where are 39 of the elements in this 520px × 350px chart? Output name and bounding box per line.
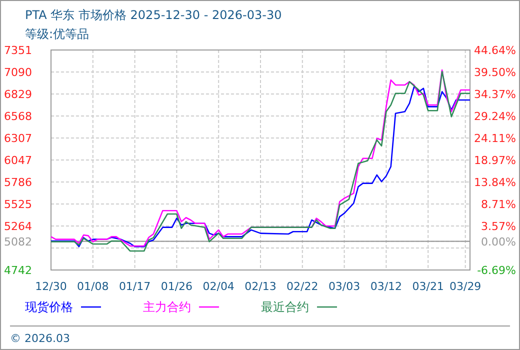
x-tick-label: 03/29 — [449, 280, 482, 293]
y2-tick-label: 18.97% — [474, 154, 516, 168]
y2-tick-label: 29.24% — [474, 110, 516, 124]
y-tick-label: 5082 — [4, 235, 32, 248]
y-tick-label: 5264 — [4, 220, 32, 233]
x-tick-label: 01/26 — [160, 280, 193, 293]
y2-tick-label: 39.50% — [474, 66, 516, 80]
y-tick-label: 5525 — [4, 198, 32, 211]
x-tick-label: 01/17 — [118, 280, 151, 293]
y-tick-label: 6307 — [4, 132, 32, 146]
chart-title: PTA 华东 市场价格 2025-12-30 - 2026-03-30 — [25, 8, 282, 22]
y2-tick-label: 44.64% — [474, 44, 516, 57]
legend-label: 现货价格 — [25, 300, 73, 314]
y2-tick-label: 0.00% — [481, 235, 516, 248]
y2-tick-label: 13.84% — [474, 176, 516, 190]
y-tick-label: 7090 — [4, 66, 32, 80]
x-tick-label: 02/22 — [286, 280, 318, 293]
x-tick-label: 03/12 — [370, 280, 402, 293]
y2-tick-label: -6.69% — [477, 264, 516, 277]
y-tick-label: 7351 — [4, 44, 32, 57]
y2-tick-label: 3.57% — [481, 220, 516, 234]
y2-tick-label: 24.11% — [474, 132, 516, 145]
x-tick-label: 02/13 — [244, 280, 276, 293]
x-tick-label: 12/30 — [35, 280, 67, 293]
x-tick-label: 02/04 — [202, 280, 234, 293]
x-tick-label: 03/03 — [328, 280, 360, 293]
x-tick-label: 01/08 — [77, 280, 109, 293]
y-tick-label: 4742 — [4, 264, 32, 277]
y2-tick-label: 34.37% — [474, 88, 516, 102]
text: © 2026.03 — [10, 332, 70, 345]
y-tick-label: 6829 — [4, 88, 32, 102]
y-tick-label: 6568 — [4, 110, 32, 124]
legend-label: 最近合约 — [261, 300, 309, 314]
x-tick-label: 03/21 — [412, 280, 444, 293]
chart-subtitle: 等级:优等品 — [25, 27, 90, 41]
y2-tick-label: 8.71% — [481, 198, 516, 211]
legend-label: 主力合约 — [143, 300, 191, 314]
y-tick-label: 5786 — [4, 176, 32, 189]
y-tick-label: 6047 — [4, 154, 32, 167]
